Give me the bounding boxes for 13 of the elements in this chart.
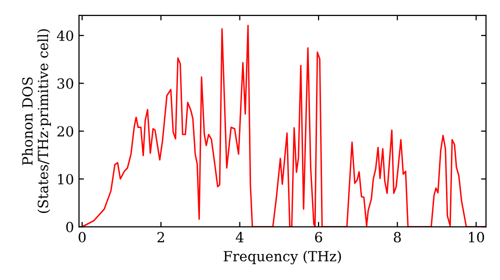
x-tick-label: 4 — [236, 232, 244, 242]
x-tick-label: 10 — [469, 232, 484, 242]
x-tick-label: 8 — [394, 232, 401, 242]
y-tick-label: 10 — [58, 174, 74, 184]
y-tick-label: 40 — [56, 30, 74, 41]
x-axis-title: Frequency (THz) — [224, 250, 341, 264]
x-tick-label: 2 — [157, 232, 164, 242]
y-axis-title: Phonon DOS (States/THz·primitive cell) — [22, 29, 51, 213]
y-tick-label: 20 — [57, 126, 74, 137]
y-tick-label: 0 — [66, 222, 74, 232]
x-tick-label: 0 — [78, 232, 86, 242]
x-tick-label: 6 — [315, 232, 322, 242]
y-tick-label: 30 — [58, 78, 74, 89]
